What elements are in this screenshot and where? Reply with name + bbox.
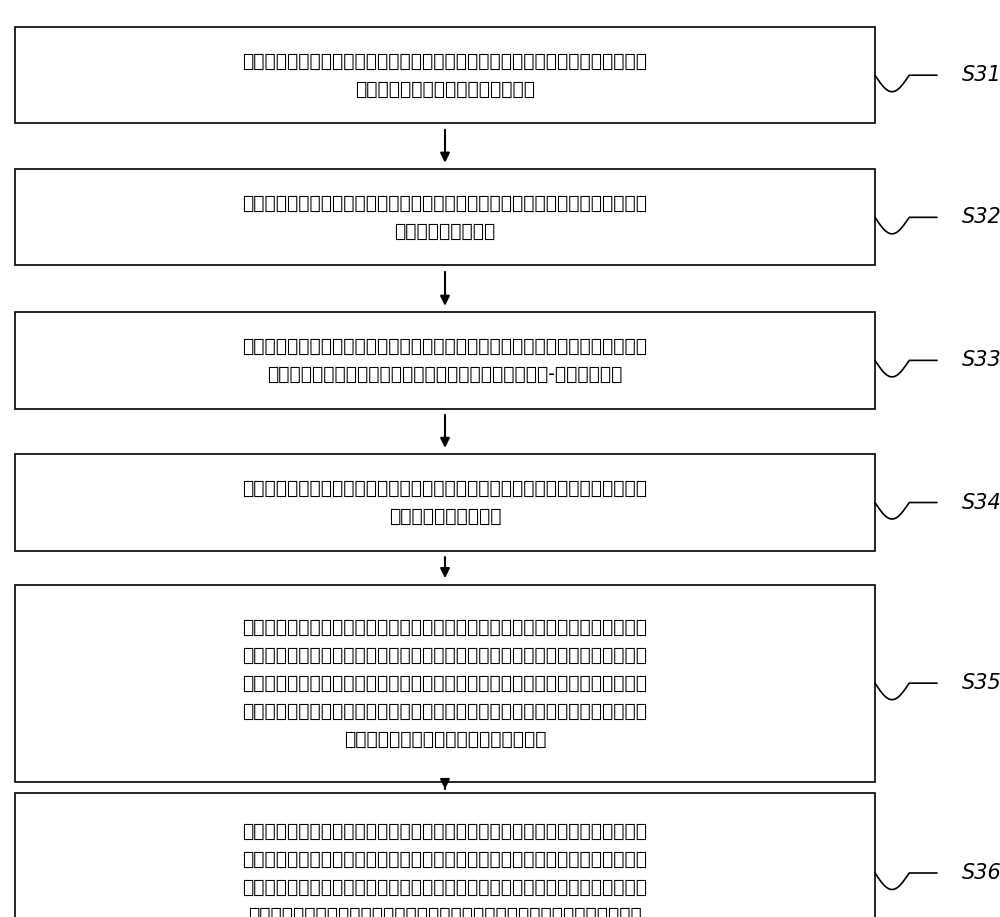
Text: S33: S33 bbox=[962, 350, 1000, 370]
Text: S31: S31 bbox=[962, 65, 1000, 85]
Text: S35: S35 bbox=[962, 673, 1000, 693]
Bar bbox=[15, 454, 875, 550]
Text: 根据第一预设单元尺寸和第二预设单元尺寸分别对所述仿真模型进行网格划分，得
到第一模型和第二模型: 根据第一预设单元尺寸和第二预设单元尺寸分别对所述仿真模型进行网格划分，得 到第一… bbox=[242, 479, 648, 526]
Text: 根据所述交集参数和所述试样金属的材料参数建立仿真模型，并根据各预设单元尺
寸分别对所述仿真模型进行网格划分: 根据所述交集参数和所述试样金属的材料参数建立仿真模型，并根据各预设单元尺 寸分别… bbox=[242, 51, 648, 99]
Bar bbox=[15, 792, 875, 917]
Text: 分别对所述第一模型和所述第二模型进行剪切仿真，并调节所述第一模型和所述第
二模型之间的断裂应变修正因子，直至所述第一模型和所述第二模型中，所述试样
金属的断裂信: 分别对所述第一模型和所述第二模型进行剪切仿真，并调节所述第一模型和所述第 二模型… bbox=[242, 618, 648, 748]
Text: 根据网络划分后的各仿真模型分别进行单轴拉伸仿真，并分别提取所述试样金属断
裂时的塑性等效应变: 根据网络划分后的各仿真模型分别进行单轴拉伸仿真，并分别提取所述试样金属断 裂时的… bbox=[242, 193, 648, 241]
Bar bbox=[15, 312, 875, 409]
Text: S32: S32 bbox=[962, 207, 1000, 227]
Bar bbox=[15, 169, 875, 266]
Text: S36: S36 bbox=[962, 863, 1000, 883]
Bar bbox=[15, 27, 875, 123]
Text: 分别对所述第一模型和所述第二模型进行冲孔仿真，并调节所述第一模型和所述第
二模型之间的断裂应变修正因子，直至所述第一模型和所述第二模型中，所述试样
金属的断裂信: 分别对所述第一模型和所述第二模型进行冲孔仿真，并调节所述第一模型和所述第 二模型… bbox=[242, 822, 648, 917]
Text: 根据所述塑性等效应变确定断裂应变修正因子，并根据所述断裂应变修正因子和各
预设单元尺寸之间的对应关系生成所述断裂应变修正因子-单元尺寸曲线: 根据所述塑性等效应变确定断裂应变修正因子，并根据所述断裂应变修正因子和各 预设单… bbox=[242, 337, 648, 384]
Text: S34: S34 bbox=[962, 492, 1000, 513]
Bar bbox=[15, 585, 875, 781]
